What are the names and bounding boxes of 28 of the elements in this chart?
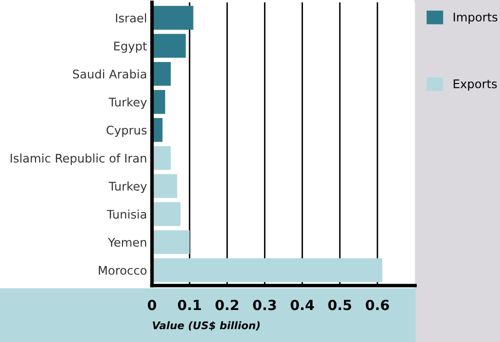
y-tick-label: Islamic Republic of Iran [10,154,146,165]
x-tick-label: 0.5 [328,300,352,310]
x-tick-label: 0.2 [216,300,238,310]
y-tick-label: Yemen [108,238,146,247]
bar [152,6,194,30]
x-tick-label: 0 [148,300,156,310]
bar [152,62,171,86]
x-tick-label: 0.4 [290,300,314,310]
y-tick-label: Cyprus [106,126,147,137]
x-axis-title: Value (US$ billion) [152,321,260,331]
y-tick-label: Egypt [114,42,147,53]
y-tick-label: Turkey [108,97,147,109]
y-tick-label: Tunisia [106,210,146,219]
y-tick-label: Turkey [108,182,147,193]
bar [152,34,186,58]
bar [152,146,171,170]
x-tick-label: 0.6 [366,300,389,310]
bar [152,174,178,198]
y-tick-label: Saudi Arabia [73,69,146,79]
legend-label: Imports [454,12,498,24]
bar [152,202,181,226]
bar [152,230,190,254]
legend-label: Exports [454,80,497,91]
x-tick-label: 0.1 [178,300,201,310]
y-tick-label: Morocco [98,266,146,275]
y-tick-label: Israel [116,13,146,22]
bar [152,258,382,282]
x-tick-label: 0.3 [253,300,276,310]
